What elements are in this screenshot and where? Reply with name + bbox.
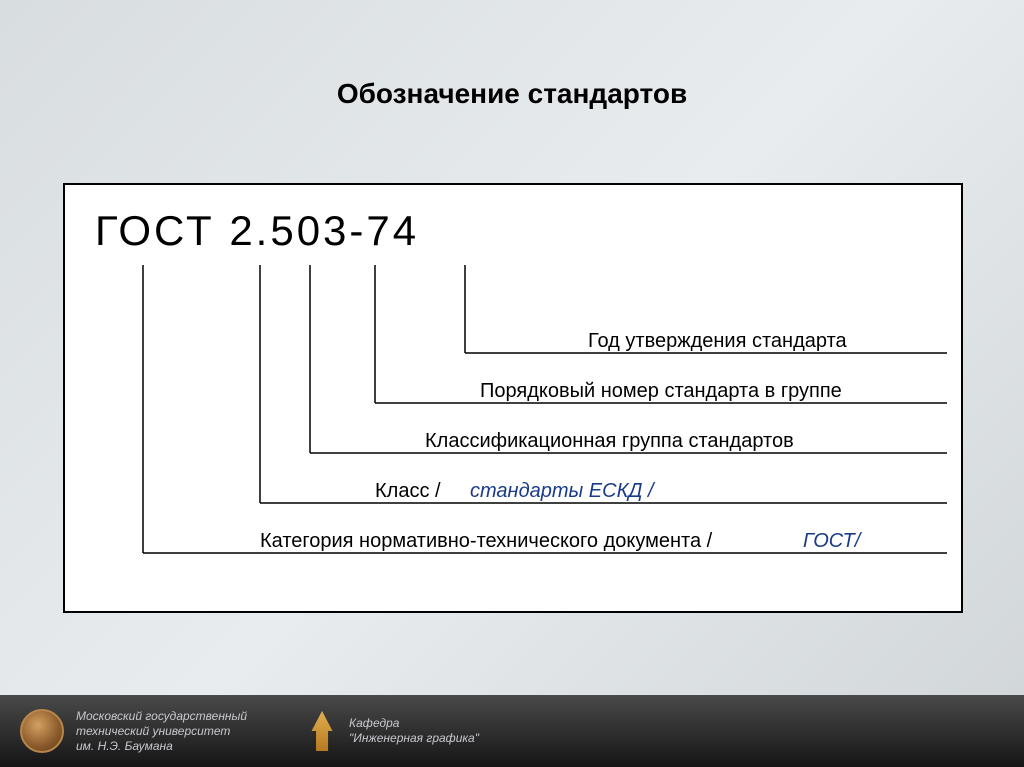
- university-line2: технический университет: [76, 724, 247, 739]
- department-line1: Кафедра: [349, 716, 479, 731]
- annotation-year: Год утверждения стандарта: [588, 330, 847, 353]
- gost-code: ГОСТ 2.503-74: [95, 207, 419, 255]
- university-line1: Московский государственный: [76, 709, 247, 724]
- footer-block-university: Московский государственный технический у…: [0, 709, 247, 754]
- annotation-group: Классификационная группа стандартов: [425, 430, 794, 453]
- diagram-container: ГОСТ 2.503-74 Год утверждения стандарта П…: [63, 183, 963, 613]
- annotation-category-detail: ГОСТ/: [803, 530, 860, 553]
- annotation-category: Категория нормативно-технического докуме…: [260, 530, 712, 553]
- university-crest-icon: [20, 709, 64, 753]
- university-name: Московский государственный технический у…: [76, 709, 247, 754]
- footer-bar: Московский государственный технический у…: [0, 695, 1024, 767]
- footer-block-department: Кафедра "Инженерная графика": [247, 711, 479, 751]
- slide-title: Обозначение стандартов: [0, 78, 1024, 110]
- annotation-class: Класс /: [375, 480, 441, 503]
- slide-root: Обозначение стандартов ГОСТ 2.503-74 Год…: [0, 0, 1024, 767]
- department-tower-icon: [307, 711, 337, 751]
- department-name: Кафедра "Инженерная графика": [349, 716, 479, 746]
- university-line3: им. Н.Э. Баумана: [76, 739, 247, 754]
- annotation-class-detail: стандарты ЕСКД /: [470, 480, 654, 503]
- annotation-serial: Порядковый номер стандарта в группе: [480, 380, 842, 403]
- department-line2: "Инженерная графика": [349, 731, 479, 746]
